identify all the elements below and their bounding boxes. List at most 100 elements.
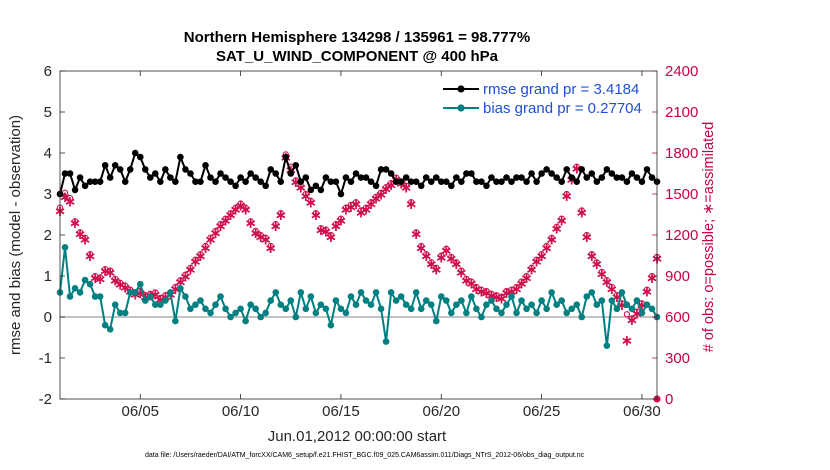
- rmse-point: [458, 178, 465, 185]
- bias-point: [513, 309, 520, 317]
- bias-point: [578, 313, 586, 321]
- nassim-series: ∗∗∗∗∗∗∗∗∗∗∗∗∗∗ ∗ ∗∗∗∗∗∗∗∗∗∗∗∗∗∗∗∗∗∗∗∗∗∗∗∗∗…: [54, 150, 664, 350]
- nposs-point: [197, 250, 204, 258]
- nassim-point: ∗: [626, 312, 639, 329]
- rmse-point: [106, 174, 114, 181]
- series-layer: ∗∗∗∗∗∗∗∗∗∗∗∗∗∗ ∗ ∗∗∗∗∗∗∗∗∗∗∗∗∗∗∗∗∗∗∗∗∗∗∗∗∗…: [54, 150, 664, 350]
- right-tick-label: 900: [665, 268, 690, 285]
- nposs-point: [247, 218, 254, 225]
- nposs-point: [498, 293, 505, 300]
- nassim-point: ∗: [380, 181, 393, 198]
- bias-point: [493, 305, 500, 313]
- rmse-point: [558, 178, 565, 185]
- rmse-point: [212, 178, 219, 185]
- nassim-point: ∗: [239, 202, 252, 219]
- nposs-point: [252, 227, 259, 235]
- bias-point: [367, 301, 375, 309]
- bias-point: [76, 289, 84, 296]
- nassim-point: ∗: [315, 222, 328, 239]
- bias-point: [136, 280, 144, 288]
- right-tick-label: 0: [665, 391, 673, 408]
- rmse-point: [81, 182, 89, 190]
- bias-point: [483, 301, 490, 309]
- rmse-point: [643, 166, 651, 173]
- bias-point: [81, 276, 89, 284]
- nposs-point: [187, 264, 194, 271]
- bias-point: [508, 293, 515, 300]
- rmse-point: [633, 174, 641, 181]
- nassim-point: ∗: [254, 229, 267, 246]
- bias-point: [362, 297, 370, 304]
- bias-point: [342, 309, 350, 317]
- bias-point: [267, 297, 275, 304]
- bias-point: [141, 297, 149, 304]
- right-tick-label: 1200: [665, 227, 698, 244]
- nassim-point: ∗: [295, 180, 308, 197]
- rmse-point: [548, 170, 555, 177]
- nassim-point: ∗: [64, 193, 77, 210]
- nposs-point: [428, 259, 435, 266]
- rmse-point: [177, 153, 184, 161]
- bias-point: [377, 305, 385, 313]
- bias-point: [212, 301, 219, 309]
- nposs-point: [267, 242, 274, 250]
- nposs-point: [352, 199, 360, 206]
- nassim-point: ∗: [320, 223, 333, 240]
- nposs-point: [443, 245, 450, 252]
- nassim-point: ∗: [545, 232, 558, 249]
- bias-point: [222, 305, 229, 313]
- rmse-point: [623, 178, 631, 185]
- bias-point: [623, 301, 631, 309]
- bias-point: [503, 301, 510, 309]
- rmse-point: [272, 170, 280, 177]
- rmse-point: [322, 174, 330, 181]
- nposs-point: [382, 184, 390, 191]
- nposs-point: [257, 231, 264, 239]
- rmse-point: [116, 166, 124, 173]
- nposs-point: [157, 294, 164, 302]
- rmse-point: [453, 174, 460, 181]
- nposs-point: [573, 163, 580, 170]
- nassim-point: ∗: [520, 270, 533, 287]
- nposs-point: [212, 227, 219, 235]
- rmse-point: [638, 178, 646, 185]
- nposs-point: [81, 234, 89, 241]
- bias-point: [473, 305, 480, 313]
- rmse-point: [167, 174, 174, 181]
- rmse-point: [427, 178, 435, 185]
- rmse-point: [141, 166, 149, 173]
- bias-point: [528, 301, 535, 309]
- nassim-point: ∗: [405, 196, 418, 213]
- nposs-point: [528, 264, 535, 271]
- x-axis-label: Jun.01,2012 00:00:00 start: [268, 428, 447, 445]
- left-axis-label: rmse and bias (model - observation): [7, 115, 24, 355]
- rmse-point: [442, 178, 450, 185]
- bias-point: [61, 244, 69, 251]
- rmse-point: [538, 170, 545, 177]
- nassim-point: ∗: [269, 218, 282, 235]
- nposs-point: [122, 282, 129, 289]
- nassim-point: ∗: [535, 248, 548, 265]
- nassim-point: ∗: [435, 249, 448, 266]
- right-tick-label: 600: [665, 309, 690, 326]
- rmse-point: [76, 174, 84, 181]
- bias-point: [207, 309, 214, 317]
- nassim-point: ∗: [646, 270, 659, 287]
- nposs-point: [327, 231, 335, 239]
- nassim-point: ∗: [330, 218, 343, 235]
- nposs-point: [438, 252, 445, 259]
- nposs-point: [367, 199, 375, 206]
- right-tick-label: 300: [665, 350, 690, 367]
- nassim-point: ∗: [465, 275, 478, 292]
- nposs-point: [423, 250, 430, 258]
- rmse-point: [508, 178, 515, 185]
- rmse-point: [147, 174, 154, 181]
- bias-point: [603, 342, 611, 350]
- nposs-point: [232, 204, 239, 211]
- bias-point: [538, 297, 545, 304]
- nposs-point: [588, 250, 595, 258]
- bias-point: [317, 301, 325, 309]
- bias-point: [327, 321, 335, 329]
- bias-point: [563, 309, 570, 317]
- bias-point: [307, 293, 315, 300]
